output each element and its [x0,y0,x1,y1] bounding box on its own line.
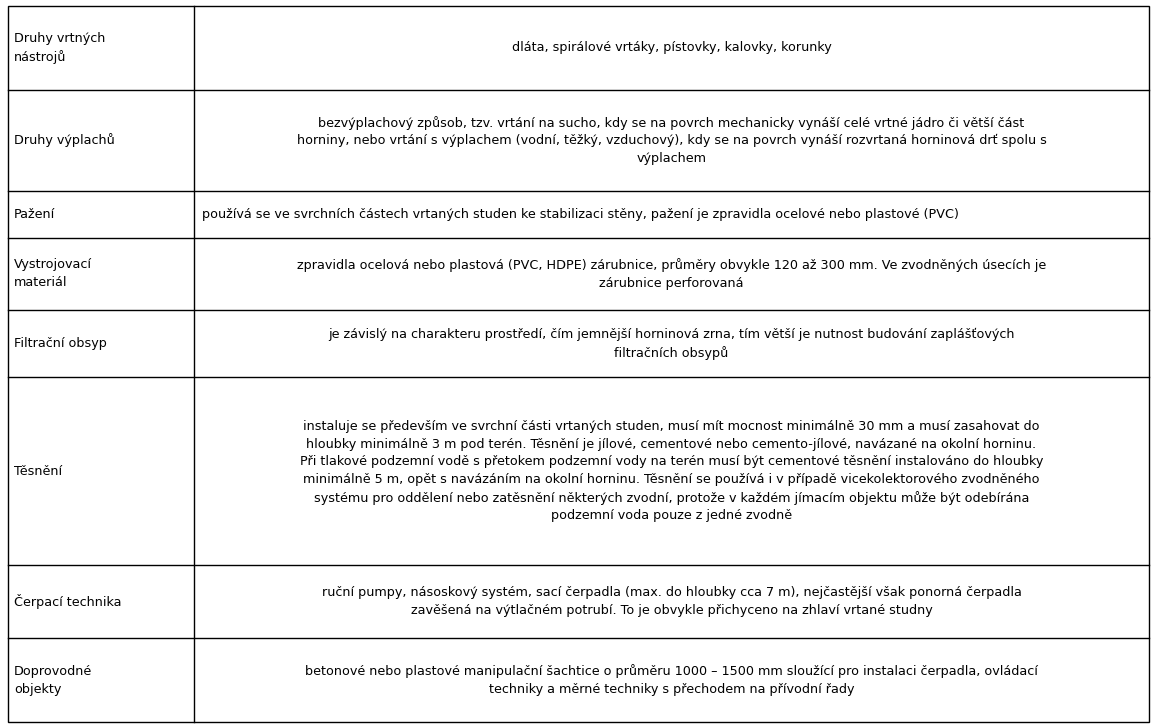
Text: Druhy výplachů: Druhy výplachů [14,133,115,147]
Text: Doprovodné
objekty: Doprovodné objekty [14,665,93,695]
Text: je závislý na charakteru prostředí, čím jemnější horninová zrna, tím větší je nu: je závislý na charakteru prostředí, čím … [329,328,1015,360]
Text: Druhy vrtných
nástrojů: Druhy vrtných nástrojů [14,32,105,64]
Text: Vystrojovací
materiál: Vystrojovací materiál [14,258,93,290]
Text: bezvýplachový způsob, tzv. vrtání na sucho, kdy se na povrch mechanicky vynáší c: bezvýplachový způsob, tzv. vrtání na suc… [296,116,1046,165]
Text: zpravidla ocelová nebo plastová (PVC, HDPE) zárubnice, průměry obvykle 120 až 30: zpravidla ocelová nebo plastová (PVC, HD… [297,258,1046,290]
Text: betonové nebo plastové manipulační šachtice o průměru 1000 – 1500 mm sloužící pr: betonové nebo plastové manipulační šacht… [305,665,1038,696]
Text: Těsnění: Těsnění [14,465,62,478]
Text: instaluje se především ve svrchní části vrtaných studen, musí mít mocnost minimá: instaluje se především ve svrchní části … [300,421,1044,523]
Text: Čerpací technika: Čerpací technika [14,594,121,609]
Text: Pažení: Pažení [14,207,56,221]
Text: Filtrační obsyp: Filtrační obsyp [14,337,106,350]
Text: dláta, spirálové vrtáky, pístovky, kalovky, korunky: dláta, spirálové vrtáky, pístovky, kalov… [511,41,832,55]
Text: používá se ve svrchních částech vrtaných studen ke stabilizaci stěny, pažení je : používá se ve svrchních částech vrtaných… [202,207,959,221]
Text: ruční pumpy, násoskový systém, sací čerpadla (max. do hloubky cca 7 m), nejčastě: ruční pumpy, násoskový systém, sací čerp… [322,587,1022,617]
